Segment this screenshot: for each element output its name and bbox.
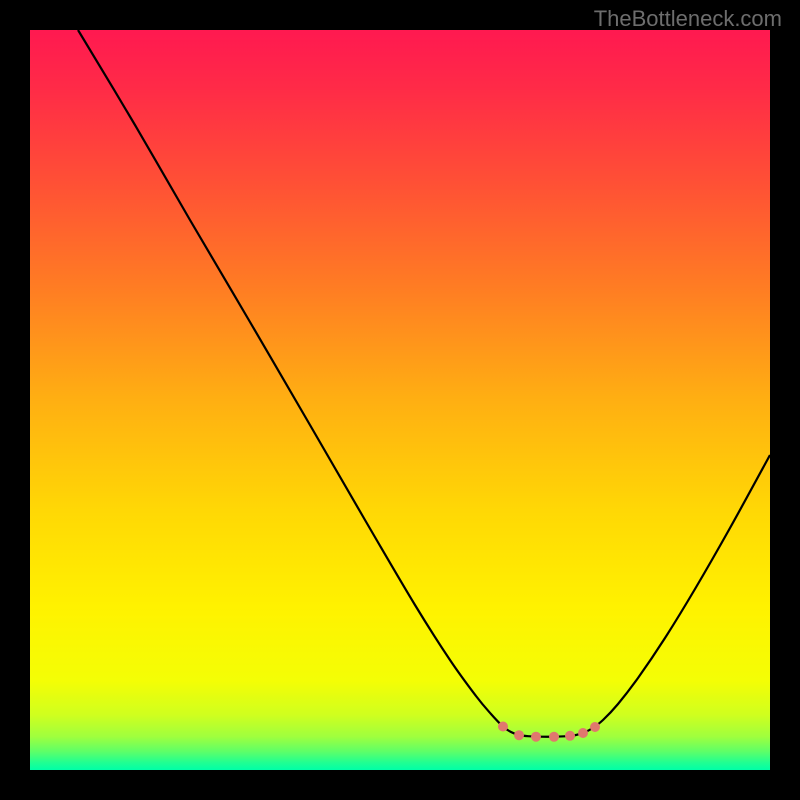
marker-dot: [531, 732, 541, 742]
watermark-text: TheBottleneck.com: [594, 6, 782, 32]
marker-dot: [578, 728, 588, 738]
marker-dot: [549, 732, 559, 742]
plot-area: [30, 30, 770, 770]
optimal-range-markers: [498, 722, 600, 742]
marker-dot: [590, 722, 600, 732]
marker-dot: [498, 722, 508, 732]
marker-dot: [514, 730, 524, 740]
bottleneck-curve: [30, 30, 770, 770]
marker-dot: [565, 731, 575, 741]
